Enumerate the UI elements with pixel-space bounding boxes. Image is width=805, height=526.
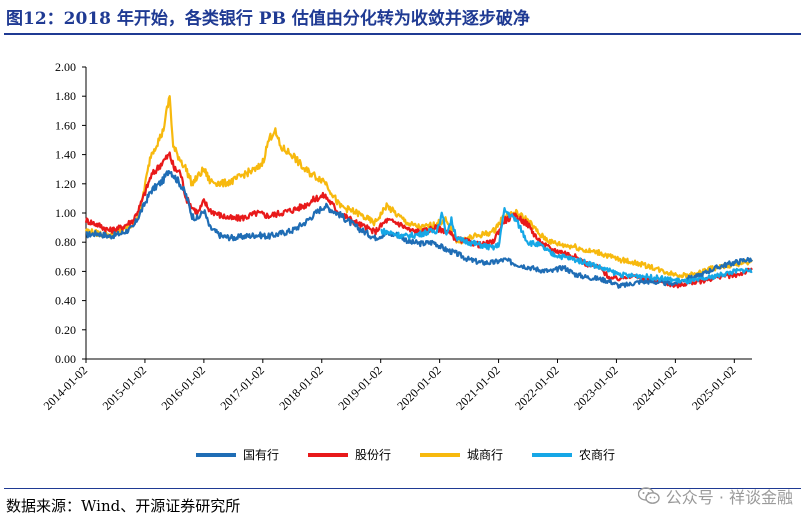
x-tick-label: 2023-01-02 <box>571 363 620 412</box>
x-tick-label: 2014-01-02 <box>41 363 90 412</box>
source-divider <box>4 488 801 489</box>
watermark: 公众号 · 祥谈金融 <box>637 484 793 508</box>
legend-label-1: 股份行 <box>355 448 391 462</box>
legend-label-0: 国有行 <box>243 448 279 462</box>
x-tick-label: 2022-01-02 <box>512 363 561 412</box>
x-tick-label: 2019-01-02 <box>335 363 384 412</box>
series-line-2 <box>84 94 753 279</box>
series-line-3 <box>380 207 753 285</box>
x-tick-label: 2024-01-02 <box>630 363 679 412</box>
y-tick-label: 1.80 <box>55 89 76 103</box>
x-tick-label: 2021-01-02 <box>453 363 502 412</box>
y-tick-label: 0.40 <box>55 294 76 308</box>
y-tick-label: 2.00 <box>55 60 76 74</box>
y-tick-label: 1.20 <box>55 177 76 191</box>
legend-label-2: 城商行 <box>467 447 503 462</box>
legend-label-3: 农商行 <box>579 447 615 462</box>
series-layer <box>84 94 753 289</box>
x-tick-label: 2018-01-02 <box>276 363 325 412</box>
y-tick-label: 0.60 <box>55 264 76 278</box>
y-tick-label: 1.60 <box>55 118 76 132</box>
x-tick-label: 2015-01-02 <box>100 363 149 412</box>
x-tick-label: 2025-01-02 <box>689 363 738 412</box>
series-line-0 <box>85 170 753 289</box>
y-tick-label: 1.00 <box>55 206 76 220</box>
figure-title: 图12：2018 年开始，各类银行 PB 估值由分化转为收敛并逐步破净 <box>6 9 530 29</box>
title-divider <box>4 33 801 35</box>
x-tick-label: 2016-01-02 <box>158 363 207 412</box>
y-tick-label: 0.20 <box>55 323 76 337</box>
y-tick-label: 0.80 <box>55 235 76 249</box>
wechat-icon <box>637 487 660 504</box>
y-tick-label: 0.00 <box>55 352 76 366</box>
data-source: 数据来源：Wind、开源证券研究所 <box>6 497 241 515</box>
x-tick-label: 2017-01-02 <box>217 363 266 412</box>
x-tick-label: 2020-01-02 <box>394 363 443 412</box>
legend: 国有行 股份行 城商行 农商行 <box>196 447 615 462</box>
y-tick-label: 1.40 <box>55 148 76 162</box>
watermark-text: 公众号 · 祥谈金融 <box>665 488 793 507</box>
